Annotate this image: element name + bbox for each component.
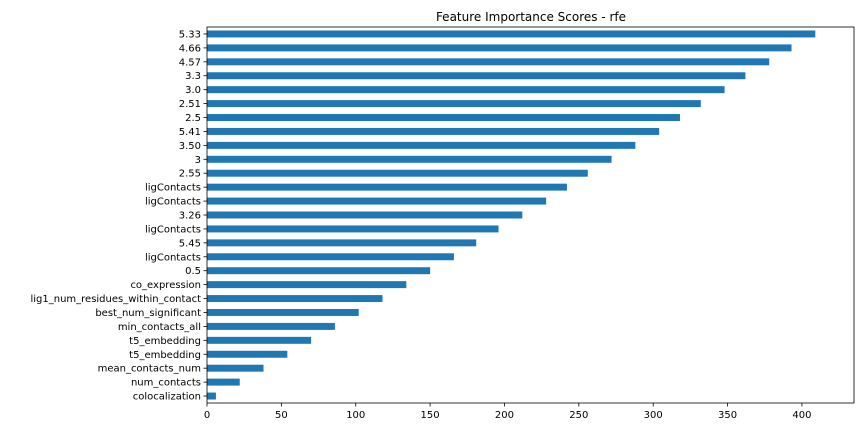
x-axis: 0 50 100 150 200 250 300 350 400 <box>204 403 811 421</box>
category-labels-group: 5.33 4.66 4.57 3.3 3.0 2.51 2.5 5.41 3.50 3 2.55 li… <box>30 29 207 403</box>
bar <box>207 155 612 163</box>
bar <box>207 183 567 191</box>
category-label: 3.3 <box>185 71 201 82</box>
bars-group <box>207 30 816 400</box>
bar <box>207 378 240 386</box>
category-label: 4.66 <box>179 43 201 54</box>
category-label: 4.57 <box>179 57 201 68</box>
bar <box>207 267 431 275</box>
x-tick-label: 350 <box>718 410 737 421</box>
category-label: ligContacts <box>145 183 201 194</box>
category-label: best_num_significant <box>95 308 201 319</box>
bar <box>207 58 770 66</box>
category-label: 3.50 <box>179 141 201 152</box>
x-tick-label: 400 <box>792 410 811 421</box>
bar <box>207 211 523 219</box>
category-label: t5_embedding <box>129 336 201 347</box>
plot-frame <box>206 26 855 404</box>
category-label: 3.0 <box>185 85 201 96</box>
bar <box>207 114 680 121</box>
x-tick-label: 250 <box>569 410 588 421</box>
bar <box>207 295 383 303</box>
bar <box>207 281 407 289</box>
x-tick-label: 100 <box>346 410 365 421</box>
category-label: co_expression <box>130 280 201 291</box>
x-tick-label: 50 <box>275 410 288 421</box>
category-label: 3.26 <box>179 211 201 222</box>
category-label: t5_embedding <box>129 350 201 361</box>
bar <box>207 86 725 94</box>
category-label: 2.55 <box>179 169 201 180</box>
x-tick-label: 150 <box>421 410 440 421</box>
bar <box>207 127 660 135</box>
category-label: mean_contacts_num <box>98 364 201 375</box>
bar <box>207 364 264 372</box>
category-label: num_contacts <box>131 378 201 389</box>
bar <box>207 336 312 344</box>
chart-title: Feature Importance Scores - rfe <box>436 10 626 24</box>
category-label: 3 <box>195 155 201 166</box>
category-label: colocalization <box>133 392 201 403</box>
category-label: ligContacts <box>145 224 201 235</box>
category-label: ligContacts <box>145 197 201 208</box>
x-tick-label: 0 <box>204 410 210 421</box>
x-tick-label: 300 <box>644 410 663 421</box>
category-label: 2.51 <box>179 99 201 110</box>
bar <box>207 350 288 358</box>
category-label: 2.5 <box>185 113 201 124</box>
bar <box>207 309 359 316</box>
category-label: min_contacts_all <box>118 322 201 333</box>
category-label: 5.41 <box>179 127 201 138</box>
bar <box>207 100 701 108</box>
bar <box>207 197 547 205</box>
category-label: lig1_num_residues_within_contact <box>30 294 201 305</box>
category-label: 5.33 <box>179 29 201 40</box>
category-label: 0.5 <box>185 266 201 277</box>
bar <box>207 392 216 400</box>
bar <box>207 169 588 177</box>
category-label: 5.45 <box>179 238 201 249</box>
bar <box>207 30 816 38</box>
bar <box>207 253 454 261</box>
bar <box>207 322 335 330</box>
x-tick-label: 200 <box>495 410 514 421</box>
bar <box>207 225 499 233</box>
bar <box>207 239 477 247</box>
bar <box>207 141 636 149</box>
bar <box>207 44 792 52</box>
category-label: ligContacts <box>145 252 201 263</box>
bar <box>207 72 746 80</box>
